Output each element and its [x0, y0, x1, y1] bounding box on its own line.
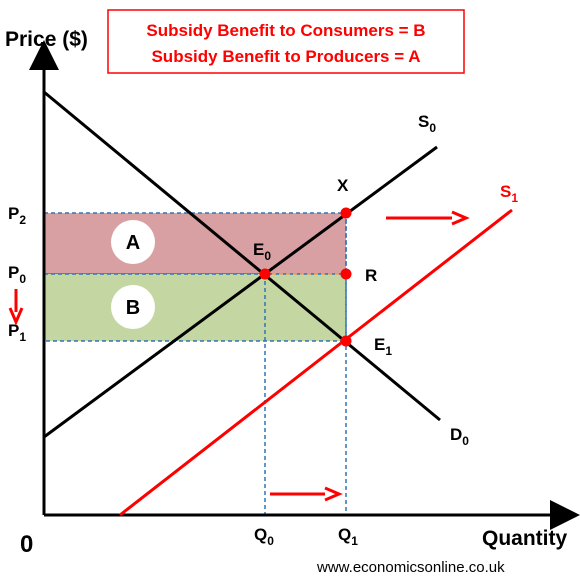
point-label-r: R: [365, 266, 377, 285]
area-b-consumer-benefit: [43, 273, 347, 342]
x-axis-title: Quantity: [482, 527, 567, 550]
curve-label-d0: D0: [450, 425, 469, 448]
title-box: Subsidy Benefit to Consumers = B Subsidy…: [107, 9, 465, 74]
area-b-badge: [111, 285, 155, 329]
price-label-p0: P0: [8, 263, 26, 286]
point-x: [340, 207, 352, 219]
quantity-label-q0: Q0: [254, 525, 274, 548]
demand-curve-d0: [43, 90, 441, 422]
area-b-label: B: [126, 297, 140, 319]
price-label-p2: P2: [8, 204, 26, 227]
supply-curve-s1: [119, 208, 513, 517]
point-r: [340, 268, 352, 280]
title-line-producers: Subsidy Benefit to Producers = A: [151, 47, 420, 66]
price-drop-arrow: [8, 289, 24, 326]
supply-shift-arrow: [386, 210, 470, 226]
area-a-badge: [111, 220, 155, 264]
area-a-label: A: [126, 232, 140, 254]
origin-label: 0: [20, 531, 33, 558]
point-e1: [340, 335, 352, 347]
point-e0: [259, 268, 271, 280]
quantity-shift-arrow: [270, 486, 343, 502]
source-url: www.economicsonline.co.uk: [316, 559, 505, 576]
curve-label-s1: S1: [500, 182, 518, 205]
quantity-label-q1: Q1: [338, 525, 358, 548]
y-axis-title: Price ($): [5, 28, 88, 51]
point-label-e1: E1: [374, 335, 392, 358]
supply-curve-s0: [43, 145, 438, 439]
title-line-consumers: Subsidy Benefit to Consumers = B: [146, 21, 425, 40]
price-label-p1: P1: [8, 321, 26, 344]
point-label-x: X: [337, 176, 349, 195]
curve-label-s0: S0: [418, 112, 436, 135]
point-label-e0: E0: [253, 240, 271, 263]
area-a-producer-benefit: [43, 212, 347, 275]
